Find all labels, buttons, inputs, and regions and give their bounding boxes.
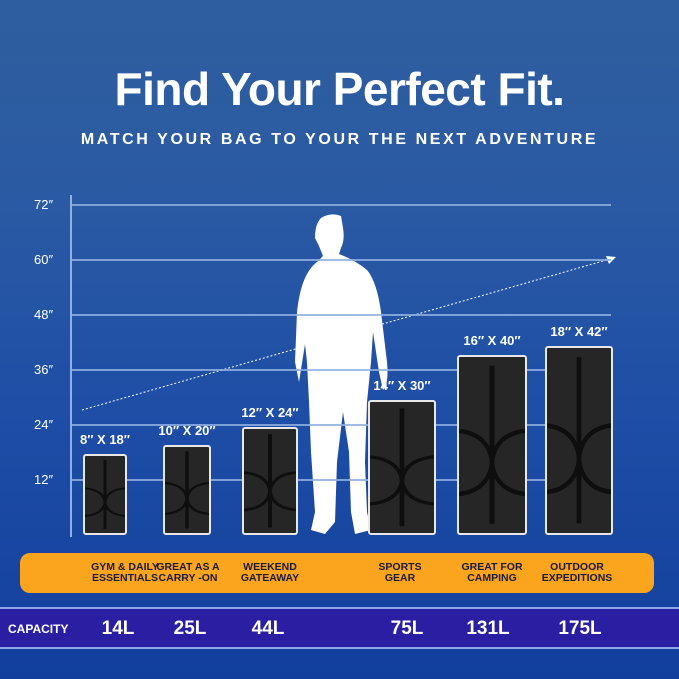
subtitle: MATCH YOUR BAG TO YOUR THE NEXT ADVENTUR… [80,131,599,148]
gridline [71,424,611,426]
use-case-line: EXPEDITIONS [541,572,613,584]
use-case-line: GREAT FOR [461,561,523,573]
y-tick-label: 48″ [34,307,54,322]
gridline [71,369,611,371]
use-case-line: WEEKEND [243,561,297,573]
use-case-line: GEAR [384,572,416,584]
y-tick-label: 36″ [34,362,54,377]
bag-strap-icon [370,408,434,527]
bag-strap-icon [547,357,611,524]
arrow-head-icon [606,256,616,264]
use-case-line: GYM & DAILY [91,561,159,573]
use-case-line: SPORTS [378,561,422,573]
capacity-bar [0,607,679,649]
y-tick-label: 12″ [34,472,54,487]
use-case-label: GYM & DAILY ESSENTIALS [80,562,170,584]
bag-1 [83,454,127,535]
gridline [71,204,611,206]
use-case-line: CARRY -ON [158,572,218,584]
bag-5 [457,355,527,535]
bag-4 [368,400,436,535]
bag-2 [163,445,211,535]
capacity-value: 131L [466,618,510,639]
bag-6 [545,346,613,535]
use-case-line: GREAT AS A [156,561,220,573]
bag-dimensions: 18″ X 42″ [550,324,608,340]
use-case-band [20,553,654,593]
capacity-value: 75L [390,618,424,639]
gridline [71,479,611,481]
y-tick-label: 72″ [34,197,54,212]
use-case-label: GREAT FOR CAMPING [447,562,537,584]
capacity-value: 25L [173,618,207,639]
bag-dimensions: 12″ X 24″ [241,405,299,421]
y-tick-label: 60″ [34,252,54,267]
use-case-label: SPORTS GEAR [355,562,445,584]
gridline [71,259,611,261]
capacity-value: 175L [558,618,602,639]
person-silhouette [295,214,388,534]
bag-dimensions: 16″ X 40″ [463,333,521,349]
dotted-trend-line [81,258,611,411]
use-case-line: ESSENTIALS [92,572,158,584]
bag-dimensions: 8″ X 18″ [79,432,131,448]
bag-dimensions: 14″ X 30″ [373,378,431,394]
bag-dimensions: 10″ X 20″ [158,423,216,439]
use-case-label: WEEKEND GATEAWAY [225,562,315,584]
page-title: Find Your Perfect Fit. [114,63,565,115]
capacity-value: 14L [101,618,135,639]
use-case-line: OUTDOOR [550,561,604,573]
y-axis-line [70,195,72,537]
capacity-value: 44L [251,618,285,639]
use-case-line: CAMPING [467,572,517,584]
gridline [71,314,611,316]
use-case-label: OUTDOOR EXPEDITIONS [532,562,622,584]
y-tick-label: 24″ [34,417,54,432]
bag-strap-icon [165,451,209,529]
bag-strap-icon [244,434,296,528]
capacity-label: CAPACITY [8,622,69,636]
use-case-line: GATEAWAY [240,572,300,584]
bag-3 [242,427,298,535]
bag-strap-icon [459,366,525,525]
use-case-label: GREAT AS A CARRY -ON [143,562,233,584]
bag-strap-icon [85,459,125,530]
